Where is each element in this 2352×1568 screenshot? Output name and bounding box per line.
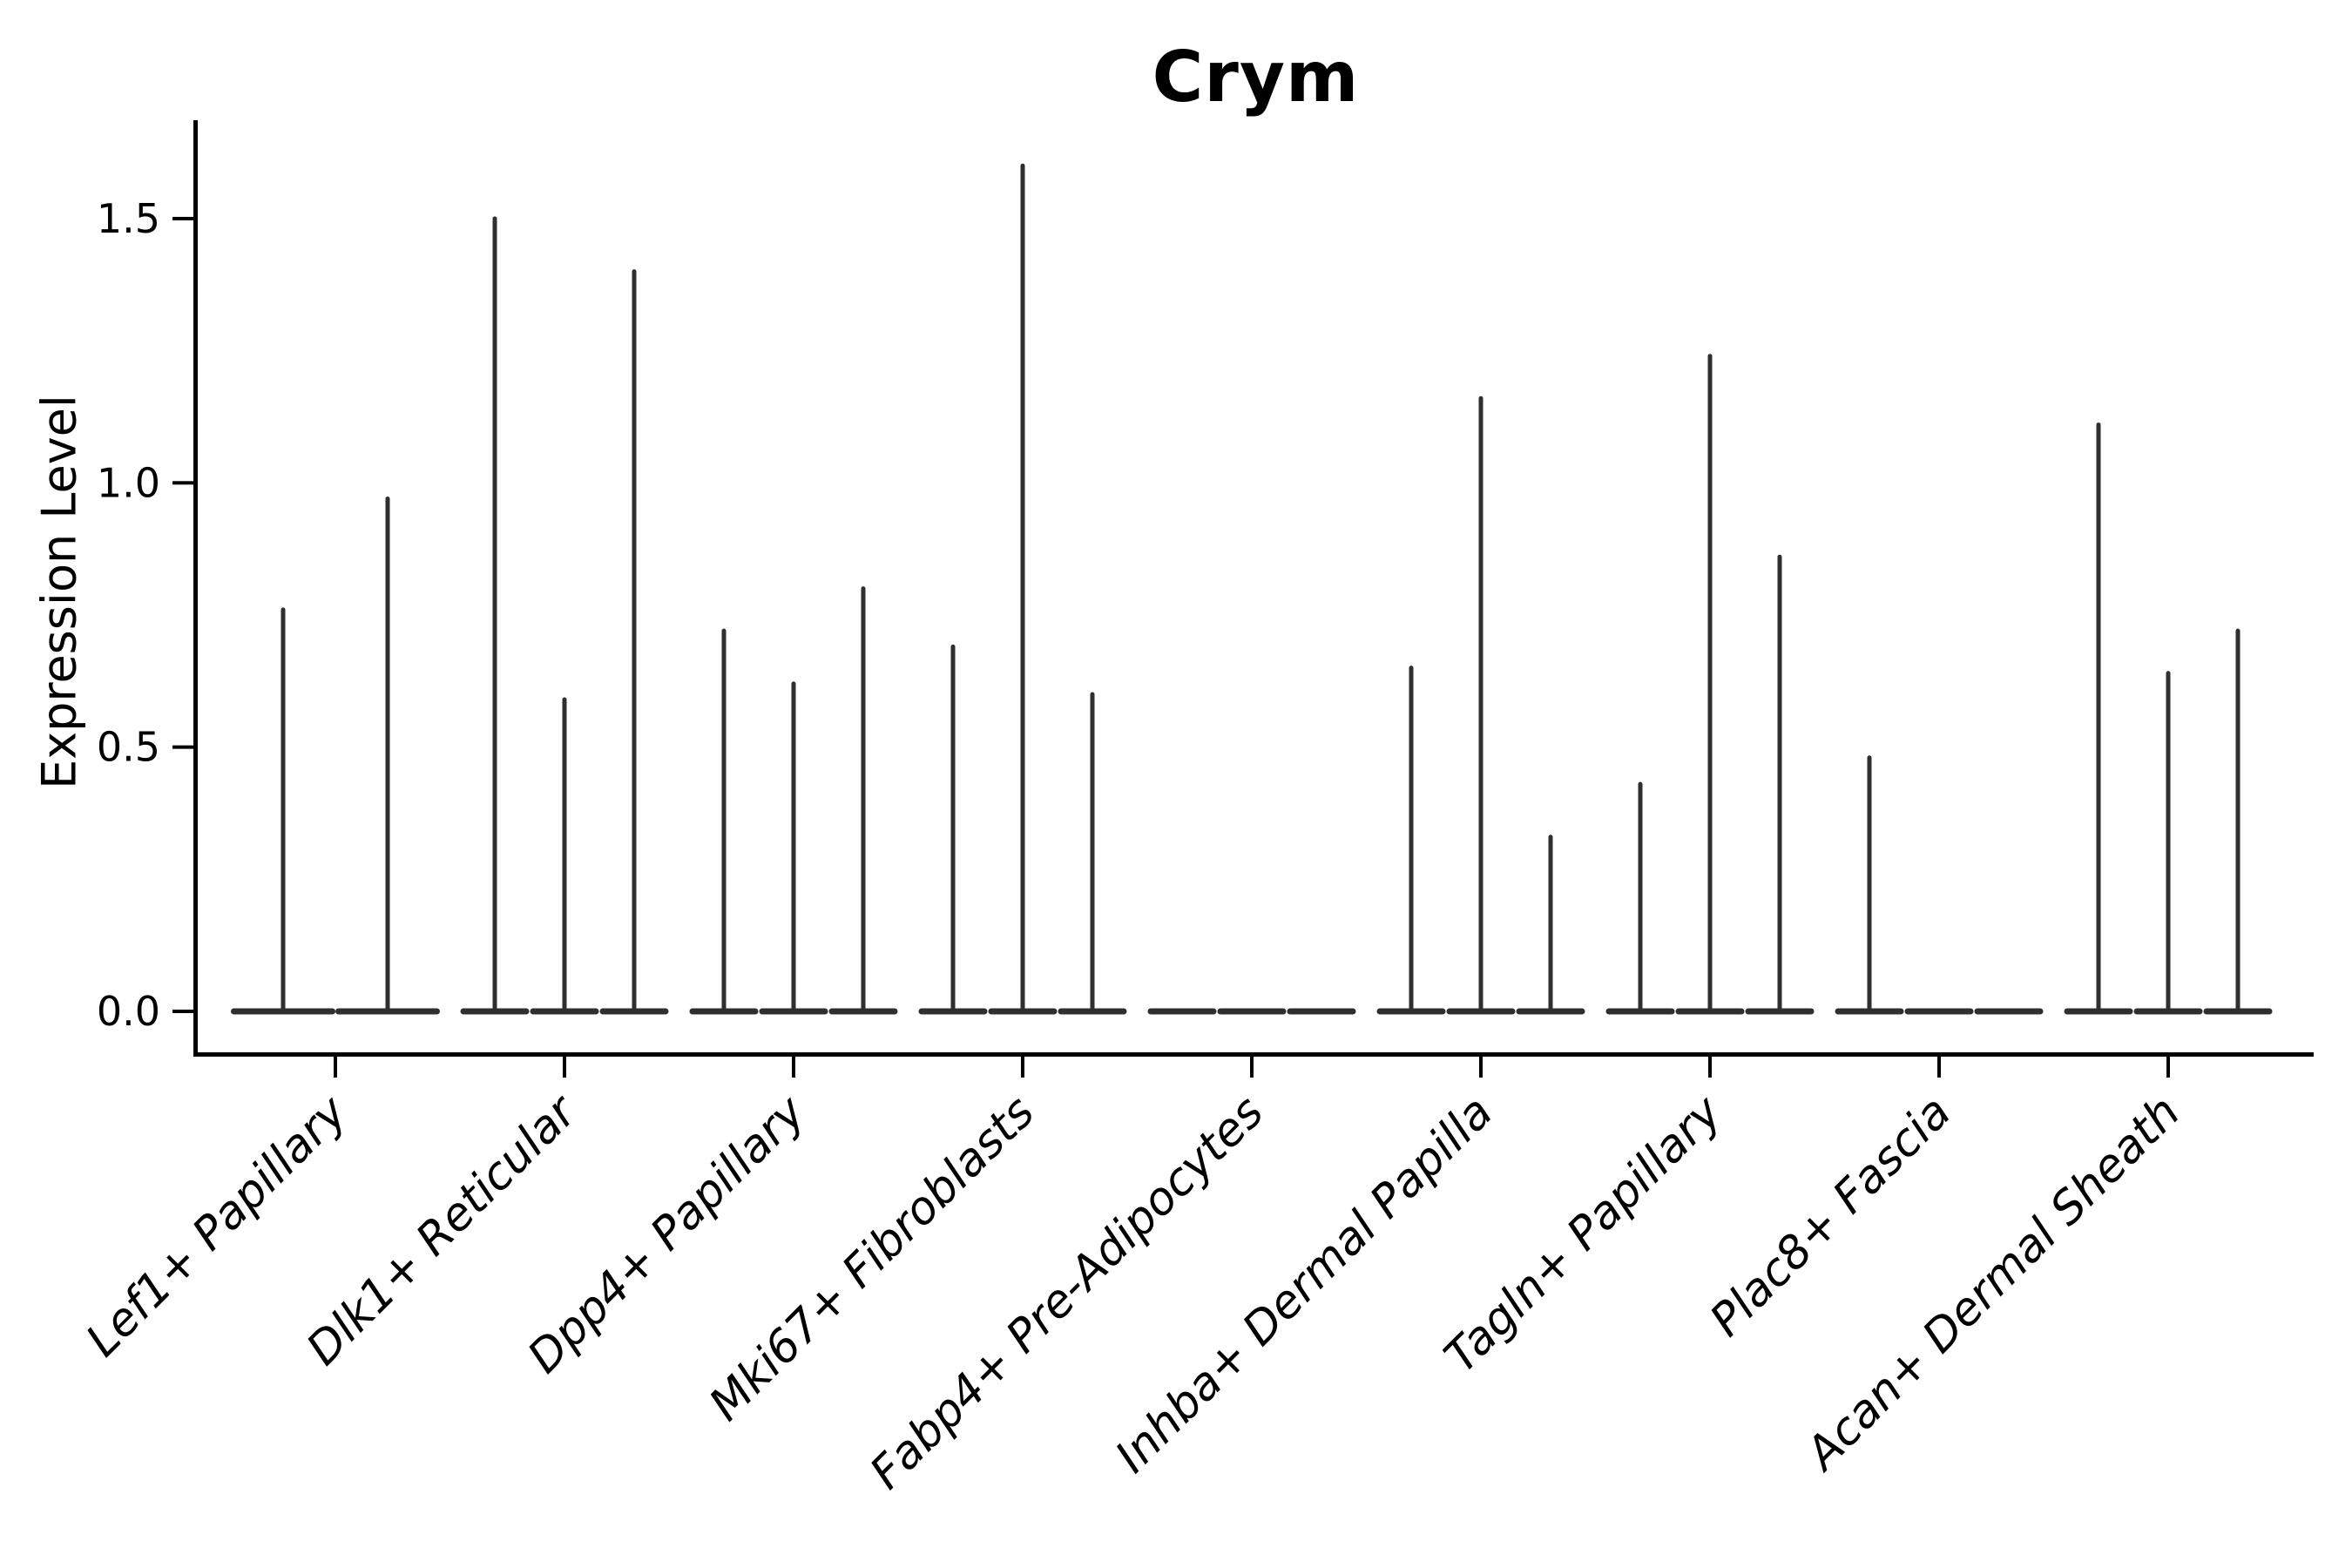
x-tick-mark [334, 1057, 337, 1078]
y-tick-label: 1.5 [97, 195, 160, 242]
violin-base [1147, 1008, 1217, 1015]
x-tick-mark [1479, 1057, 1483, 1078]
y-tick-mark [172, 745, 193, 749]
violin-base [1904, 1008, 1974, 1015]
x-tick-mark [1708, 1057, 1712, 1078]
x-category-label: Fabp4+ Pre-Adipocytes [861, 1086, 1274, 1500]
x-category-label: Acan+ Dermal Sheath [1794, 1086, 2190, 1482]
plot-title: Crym [1152, 37, 1360, 118]
x-category-label: Inhba+ Dermal Papilla [1105, 1086, 1503, 1484]
x-tick-mark [2166, 1057, 2170, 1078]
x-tick-mark [792, 1057, 795, 1078]
y-tick-label: 1.0 [97, 459, 160, 506]
x-tick-mark [563, 1057, 566, 1078]
x-axis-spine [193, 1052, 2314, 1057]
violin-base [1217, 1008, 1287, 1015]
y-tick-mark [172, 481, 193, 485]
x-category-label: Plac8+ Fascia [1700, 1086, 1961, 1347]
y-tick-mark [172, 1010, 193, 1013]
x-tick-mark [1021, 1057, 1024, 1078]
y-tick-mark [172, 216, 193, 220]
violin-base [1974, 1008, 2044, 1015]
violin-base [1287, 1008, 1356, 1015]
x-tick-mark [1937, 1057, 1941, 1078]
y-tick-label: 0.5 [97, 724, 160, 771]
y-axis-title: Expression Level [31, 395, 87, 789]
x-tick-mark [1250, 1057, 1254, 1078]
y-tick-label: 0.0 [97, 988, 160, 1035]
y-axis-spine [193, 120, 198, 1057]
